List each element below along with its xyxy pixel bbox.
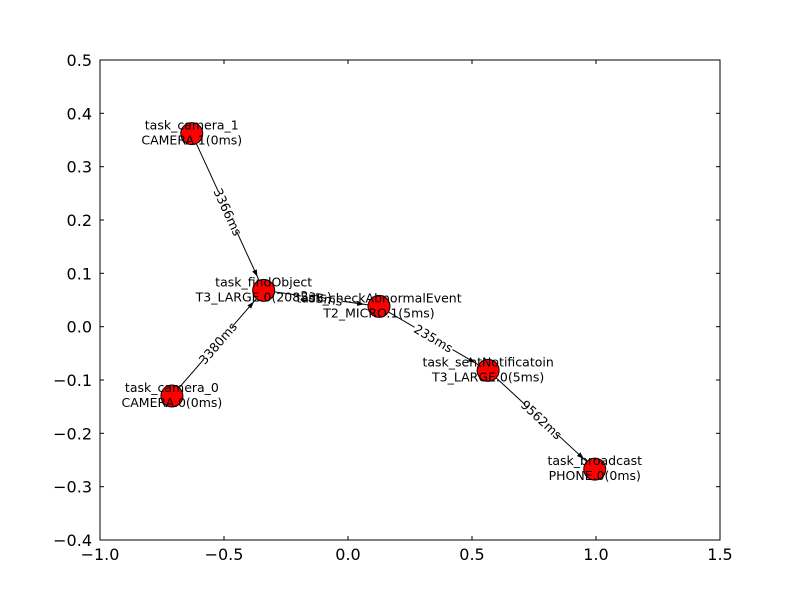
edge-label-background bbox=[197, 321, 238, 365]
node-label-detail: PHONE.0(0ms) bbox=[549, 468, 641, 483]
y-tick-label: 0.5 bbox=[67, 51, 92, 70]
edge-label-background bbox=[298, 287, 345, 309]
node-label-detail: CAMERA.1(0ms) bbox=[141, 133, 242, 148]
y-tick-label: 0.1 bbox=[67, 264, 92, 283]
node-label-name: task_broadcast bbox=[547, 453, 642, 468]
edge-label-group: 235ms bbox=[298, 287, 345, 309]
graph-edge-arrow bbox=[252, 269, 258, 277]
edge-label-background bbox=[411, 320, 457, 356]
y-tick-label: −0.4 bbox=[53, 531, 92, 550]
y-tick-label: 0.3 bbox=[67, 158, 92, 177]
node-label-name: task_camera_1 bbox=[145, 118, 239, 133]
y-tick-label: −0.2 bbox=[53, 424, 92, 443]
graph-node bbox=[252, 278, 276, 302]
graph-edge-arrow bbox=[576, 452, 584, 459]
y-tick-label: −0.3 bbox=[53, 478, 92, 497]
x-tick-label: 1.5 bbox=[707, 545, 732, 564]
y-tick-label: −0.1 bbox=[53, 371, 92, 390]
y-tick-label: 0.4 bbox=[67, 104, 92, 123]
node-label-name: task_sentNotificatoin bbox=[422, 354, 553, 369]
graph-node bbox=[367, 294, 391, 318]
graph-node bbox=[160, 384, 184, 408]
x-tick-label: −0.5 bbox=[205, 545, 244, 564]
node-label-name: task_camera_0 bbox=[125, 380, 219, 395]
graph-edge-arrow bbox=[467, 357, 476, 363]
y-tick-label: 0.0 bbox=[67, 318, 92, 337]
node-label-detail: T3_LARGE.0(2085ms) bbox=[195, 289, 332, 304]
graph-node bbox=[180, 122, 204, 146]
x-tick-label: 1.0 bbox=[583, 545, 608, 564]
edge-label-background bbox=[212, 188, 245, 235]
node-label-detail: CAMERA.0(0ms) bbox=[122, 395, 223, 410]
plot-area bbox=[100, 60, 720, 540]
x-tick-label: 0.5 bbox=[459, 545, 484, 564]
x-tick-label: −1.0 bbox=[81, 545, 120, 564]
x-tick-label: 0.0 bbox=[335, 545, 360, 564]
node-label-detail: T3_LARGE.0(5ms) bbox=[431, 369, 544, 384]
graph-edge-arrow bbox=[247, 301, 254, 309]
graph-nodes bbox=[160, 122, 607, 481]
axis-tick-labels: −1.0 −0.5 0.0 0.5 1.0 1.5 −0.4 −0.3 −0.2 −0.1 0.0 0… bbox=[53, 51, 733, 564]
graph-edge-arrow bbox=[356, 300, 365, 306]
edge-label: 235ms bbox=[299, 288, 343, 309]
node-label-name: task_findObject bbox=[215, 274, 312, 289]
graph-node bbox=[476, 358, 500, 382]
graph-node bbox=[583, 457, 607, 481]
node-label-detail: T2_MICRO.1(5ms) bbox=[322, 305, 434, 320]
edge-label-background bbox=[520, 398, 564, 440]
node-label-name: task_checkAbnormalEvent bbox=[296, 290, 461, 305]
plot-frame bbox=[99, 59, 721, 541]
y-tick-label: 0.2 bbox=[67, 211, 92, 230]
